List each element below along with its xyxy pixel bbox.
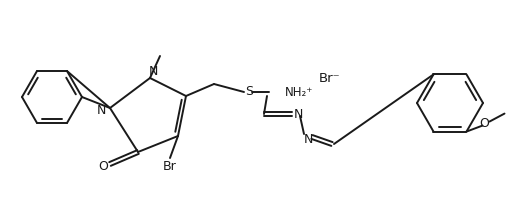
Text: Br⁻: Br⁻ <box>319 71 341 85</box>
Text: O: O <box>479 117 490 130</box>
Text: N: N <box>96 103 106 117</box>
Text: S: S <box>245 85 253 97</box>
Text: N: N <box>293 107 303 121</box>
Text: Br: Br <box>163 159 177 172</box>
Text: O: O <box>98 159 108 172</box>
Text: N: N <box>148 65 158 77</box>
Text: N: N <box>303 133 313 145</box>
Text: NH₂⁺: NH₂⁺ <box>285 85 314 99</box>
